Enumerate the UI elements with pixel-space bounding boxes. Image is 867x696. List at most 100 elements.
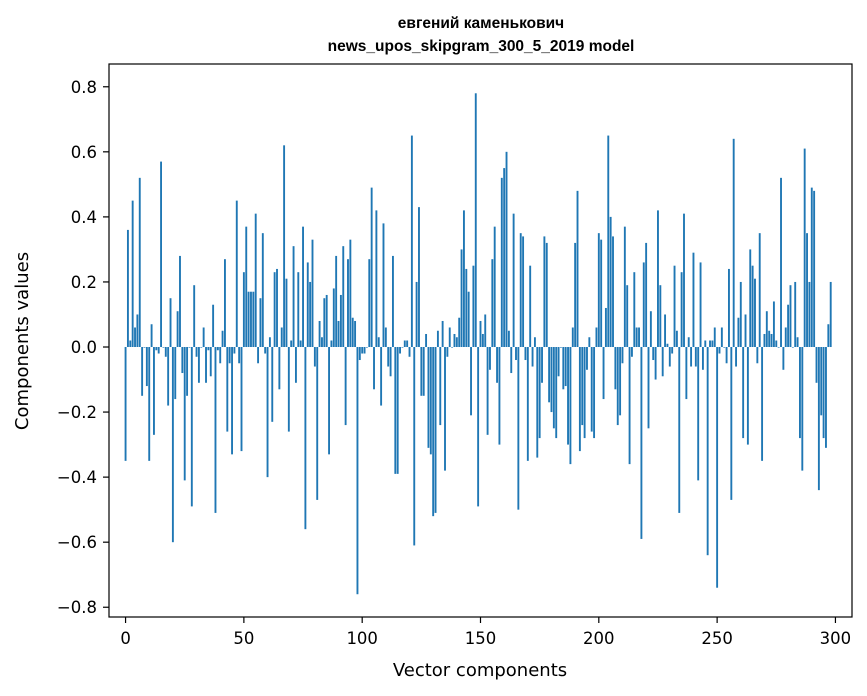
- bar: [465, 268, 468, 348]
- bar: [259, 298, 262, 347]
- bar: [481, 333, 484, 347]
- bar: [299, 340, 302, 348]
- bar: [323, 298, 326, 347]
- bar: [742, 347, 745, 439]
- bar: [510, 347, 513, 374]
- bar: [484, 314, 487, 348]
- bar: [810, 187, 813, 347]
- bar: [796, 337, 799, 348]
- bar: [640, 347, 643, 539]
- bar: [155, 347, 158, 351]
- bar: [382, 223, 385, 347]
- bar: [221, 330, 224, 347]
- x-tick-label: 300: [820, 629, 852, 648]
- bar: [489, 347, 491, 370]
- bar: [571, 327, 574, 348]
- bar: [777, 347, 780, 348]
- bar: [555, 347, 558, 439]
- bar: [673, 265, 676, 347]
- bar: [328, 347, 330, 455]
- bar: [287, 347, 290, 432]
- bar: [403, 340, 406, 348]
- bar: [607, 135, 610, 347]
- bar: [791, 347, 794, 348]
- bar: [375, 210, 378, 347]
- bar: [205, 347, 207, 383]
- bar: [280, 327, 283, 348]
- bar: [827, 324, 830, 348]
- bar: [701, 347, 704, 370]
- bar: [126, 229, 129, 348]
- bar: [250, 291, 252, 348]
- bar: [659, 285, 662, 348]
- y-tick-label: −0.2: [57, 403, 97, 422]
- bar: [586, 347, 588, 370]
- bar: [623, 226, 626, 348]
- bar: [186, 347, 189, 396]
- y-axis-label: Components values: [12, 252, 33, 430]
- bar: [765, 311, 768, 347]
- bar: [240, 347, 243, 452]
- bar: [706, 347, 709, 556]
- bar: [131, 200, 134, 347]
- bar: [711, 340, 714, 348]
- bar: [474, 93, 477, 348]
- bar: [368, 259, 371, 348]
- bar: [389, 347, 392, 377]
- bar: [212, 304, 215, 348]
- bar: [394, 347, 397, 474]
- bar: [195, 347, 198, 357]
- bar: [581, 347, 584, 426]
- y-tick-label: 0.2: [71, 273, 97, 292]
- bar: [746, 347, 749, 445]
- bar: [548, 347, 551, 403]
- bar: [541, 347, 543, 383]
- bar: [782, 347, 785, 370]
- bar: [794, 281, 797, 348]
- bar: [261, 233, 264, 347]
- bar: [552, 347, 555, 429]
- bar: [604, 307, 607, 348]
- bar: [458, 317, 461, 348]
- bar: [164, 347, 167, 357]
- bar: [772, 301, 775, 347]
- bar: [304, 347, 307, 530]
- bar: [524, 347, 527, 361]
- bar: [486, 347, 489, 435]
- bar: [332, 288, 335, 347]
- bar: [162, 347, 165, 348]
- bar: [344, 347, 347, 426]
- bar: [363, 347, 366, 354]
- bar: [200, 347, 203, 348]
- bar: [498, 347, 501, 445]
- bar: [441, 320, 444, 347]
- bar: [817, 347, 820, 491]
- bar: [434, 347, 437, 513]
- bar: [365, 347, 368, 348]
- bar: [238, 347, 241, 364]
- bar: [224, 259, 226, 348]
- bar: [666, 343, 669, 347]
- bar: [290, 340, 293, 348]
- bar: [687, 337, 690, 348]
- bar: [647, 347, 650, 429]
- bar: [496, 347, 499, 383]
- bar: [245, 226, 248, 348]
- bar: [533, 337, 536, 348]
- bar: [354, 320, 357, 347]
- bar: [273, 272, 276, 348]
- bar: [160, 161, 162, 348]
- bar: [176, 311, 179, 347]
- bar: [550, 347, 553, 413]
- bar: [678, 347, 681, 513]
- bar: [526, 347, 529, 461]
- bar: [418, 207, 420, 348]
- bar: [716, 347, 719, 588]
- bar: [507, 330, 510, 347]
- bar: [228, 347, 231, 364]
- bar: [254, 213, 257, 348]
- bar: [728, 268, 730, 348]
- bar: [387, 347, 390, 367]
- bar: [460, 249, 463, 348]
- bar: [392, 255, 394, 347]
